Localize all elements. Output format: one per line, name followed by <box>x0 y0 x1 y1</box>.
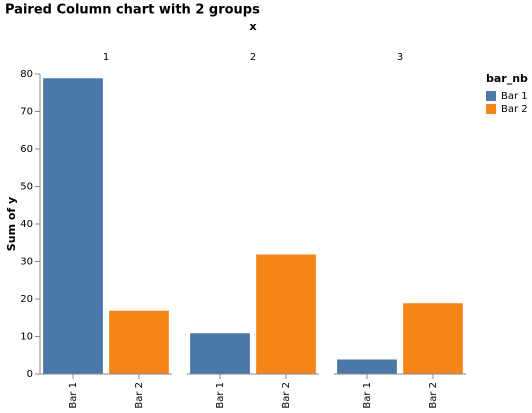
facet-label: 2 <box>250 52 256 63</box>
bar <box>108 309 170 375</box>
x-tick-label: Bar 2 <box>281 382 292 409</box>
y-tick-label: 0 <box>27 369 33 380</box>
legend-swatch <box>486 91 496 101</box>
x-tick-label: Bar 1 <box>215 382 226 409</box>
bar <box>42 77 104 375</box>
y-tick-label: 10 <box>20 332 33 343</box>
legend-label: Bar 1 <box>501 91 528 102</box>
y-tick-label: 80 <box>20 69 33 80</box>
y-tick-label: 20 <box>20 294 33 305</box>
bar <box>336 358 398 375</box>
legend-title: bar_nb <box>486 72 528 85</box>
y-tick-label: 30 <box>20 257 33 268</box>
y-tick-label: 70 <box>20 107 33 118</box>
bar <box>402 302 464 375</box>
bar <box>255 253 317 375</box>
facet-label: 1 <box>103 52 109 63</box>
y-tick-label: 50 <box>20 182 33 193</box>
y-tick-label: 40 <box>20 219 33 230</box>
x-tick-label: Bar 1 <box>68 382 79 409</box>
y-axis-label: Sum of y <box>5 197 18 251</box>
column-title: x <box>249 20 256 33</box>
y-tick-label: 60 <box>20 144 33 155</box>
bar <box>189 332 251 375</box>
legend-swatch <box>486 104 496 114</box>
legend-label: Bar 2 <box>501 104 528 115</box>
x-tick-label: Bar 2 <box>428 382 439 409</box>
x-tick-label: Bar 2 <box>134 382 145 409</box>
chart-title: Paired Column chart with 2 groups <box>5 3 260 18</box>
x-tick-label: Bar 1 <box>362 382 373 409</box>
facet-label: 3 <box>397 52 403 63</box>
